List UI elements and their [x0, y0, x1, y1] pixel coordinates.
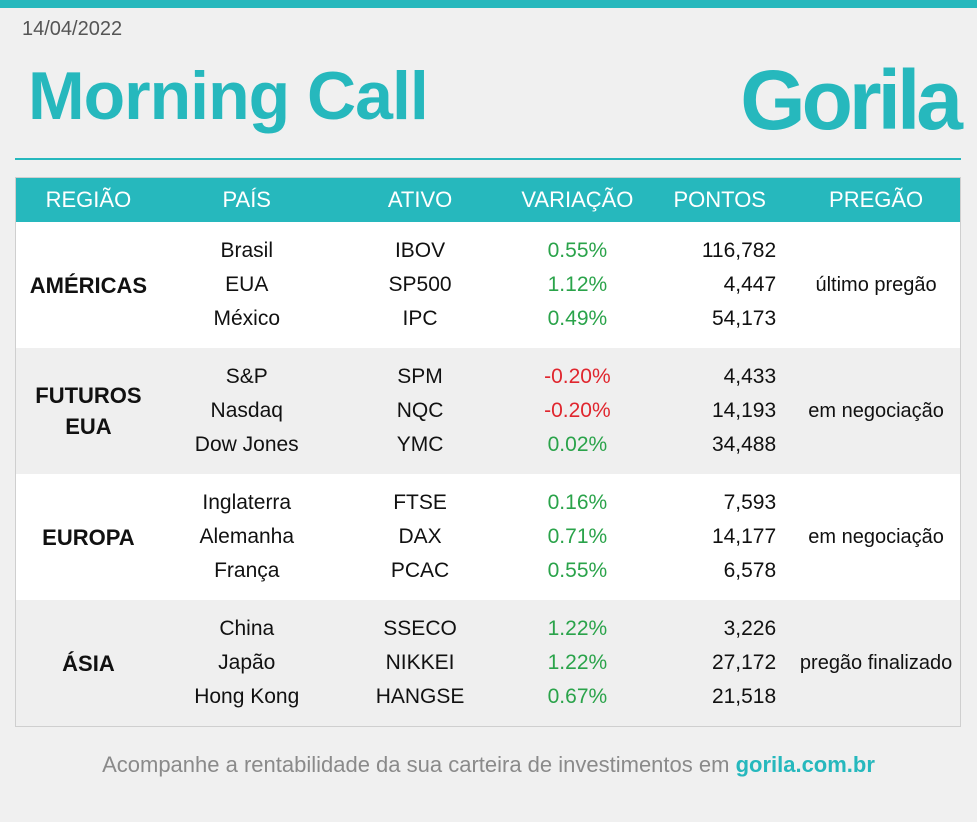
change-cell: 0.55%	[547, 559, 608, 582]
region-group: ÁSIA China Japão Hong Kong SSECO NIKKEI HANGSE…	[16, 600, 960, 726]
country-cell: México	[213, 307, 281, 330]
country-cell: Nasdaq	[210, 399, 283, 422]
points-cell: 3,226	[723, 617, 777, 640]
country-cell: China	[219, 617, 275, 640]
asset-cell: DAX	[398, 525, 442, 548]
change-cell: 1.12%	[547, 273, 608, 296]
region-group: AMÉRICAS Brasil EUA México IBOV SP500 IPC 0.55%…	[16, 222, 960, 348]
session-status: em negociação	[808, 399, 944, 422]
points-column: 3,226 27,172 21,518	[647, 612, 792, 714]
asset-column: IBOV SP500 IPC	[333, 234, 508, 336]
asset-cell: SP500	[388, 273, 452, 296]
region-group: EUROPA Inglaterra Alemanha França FTSE DAX PCA…	[16, 474, 960, 600]
header-country: PAÍS	[222, 187, 271, 212]
header-session: PREGÃO	[829, 187, 924, 212]
country-column: S&P Nasdaq Dow Jones	[161, 360, 333, 462]
change-column: -0.20% -0.20% 0.02%	[507, 360, 647, 462]
footer-text: Acompanhe a rentabilidade da sua carteir…	[102, 752, 736, 777]
change-column: 1.22% 1.22% 0.67%	[507, 612, 647, 714]
change-column: 0.16% 0.71% 0.55%	[507, 486, 647, 588]
region-label: FUTUROS EUA	[35, 383, 142, 439]
asset-column: SPM NQC YMC	[333, 360, 508, 462]
session-status: em negociação	[808, 525, 944, 548]
header-points: PONTOS	[673, 187, 766, 212]
change-cell: 0.16%	[547, 491, 608, 514]
region-group: FUTUROS EUA S&P Nasdaq Dow Jones SPM NQC YMC -0…	[16, 348, 960, 474]
points-column: 7,593 14,177 6,578	[647, 486, 792, 588]
asset-cell: HANGSE	[375, 685, 465, 708]
asset-cell: NIKKEI	[385, 651, 455, 674]
change-cell: 0.49%	[547, 307, 608, 330]
points-cell: 54,173	[711, 307, 777, 330]
asset-cell: FTSE	[393, 491, 447, 514]
change-cell: 1.22%	[547, 651, 608, 674]
points-cell: 27,172	[711, 651, 777, 674]
country-cell: França	[214, 559, 280, 582]
change-cell: 1.22%	[547, 617, 608, 640]
asset-column: FTSE DAX PCAC	[333, 486, 508, 588]
asset-column: SSECO NIKKEI HANGSE	[333, 612, 508, 714]
points-cell: 34,488	[711, 433, 777, 456]
report-date: 14/04/2022	[22, 18, 123, 40]
region-label: ÁSIA	[62, 650, 115, 676]
gorila-logo: Gorila	[740, 53, 963, 147]
points-cell: 4,447	[723, 273, 777, 296]
table-header: REGIÃO PAÍS ATIVO VARIAÇÃO PONTOS PREGÃO	[16, 178, 960, 222]
session-status: último pregão	[815, 273, 937, 296]
asset-cell: PCAC	[390, 559, 450, 582]
asset-cell: YMC	[396, 433, 444, 456]
change-column: 0.55% 1.12% 0.49%	[507, 234, 647, 336]
header-divider	[15, 158, 961, 160]
points-column: 116,782 4,447 54,173	[647, 234, 792, 336]
change-cell: 0.67%	[547, 685, 608, 708]
header-change: VARIAÇÃO	[521, 187, 634, 212]
asset-cell: IBOV	[394, 239, 446, 262]
session-status: pregão finalizado	[799, 651, 953, 674]
asset-cell: SSECO	[383, 617, 457, 640]
points-cell: 14,177	[711, 525, 777, 548]
country-column: Brasil EUA México	[161, 234, 333, 336]
page-title: Morning Call	[28, 58, 429, 134]
change-cell: 0.02%	[547, 433, 608, 456]
points-cell: 6,578	[723, 559, 777, 582]
change-cell: -0.20%	[544, 365, 611, 388]
country-column: Inglaterra Alemanha França	[161, 486, 333, 588]
change-cell: -0.20%	[544, 399, 611, 422]
region-label: AMÉRICAS	[29, 272, 148, 298]
footer-link[interactable]: gorila.com.br	[735, 752, 875, 777]
points-cell: 4,433	[723, 365, 777, 388]
country-cell: Dow Jones	[194, 433, 299, 456]
country-cell: Inglaterra	[202, 491, 292, 514]
change-cell: 0.71%	[547, 525, 608, 548]
footer-note: Acompanhe a rentabilidade da sua carteir…	[0, 752, 977, 778]
country-column: China Japão Hong Kong	[161, 612, 333, 714]
region-label: EUROPA	[42, 524, 135, 550]
asset-cell: NQC	[396, 399, 444, 422]
market-table: REGIÃO PAÍS ATIVO VARIAÇÃO PONTOS PREGÃO…	[15, 177, 961, 727]
country-cell: EUA	[225, 273, 269, 296]
points-cell: 21,518	[711, 685, 777, 708]
points-column: 4,433 14,193 34,488	[647, 360, 792, 462]
asset-cell: IPC	[402, 307, 438, 330]
asset-cell: SPM	[397, 365, 443, 388]
header-region: REGIÃO	[45, 187, 132, 212]
change-cell: 0.55%	[547, 239, 608, 262]
country-cell: Hong Kong	[194, 685, 300, 708]
table-body: AMÉRICAS Brasil EUA México IBOV SP500 IPC 0.55%…	[16, 222, 960, 726]
country-cell: Japão	[218, 651, 276, 674]
header-asset: ATIVO	[387, 187, 453, 212]
points-cell: 14,193	[711, 399, 777, 422]
country-cell: Alemanha	[199, 525, 295, 548]
country-cell: Brasil	[220, 239, 273, 262]
points-cell: 116,782	[701, 239, 777, 262]
country-cell: S&P	[225, 365, 268, 388]
points-cell: 7,593	[723, 491, 777, 514]
top-accent-bar	[0, 0, 977, 8]
